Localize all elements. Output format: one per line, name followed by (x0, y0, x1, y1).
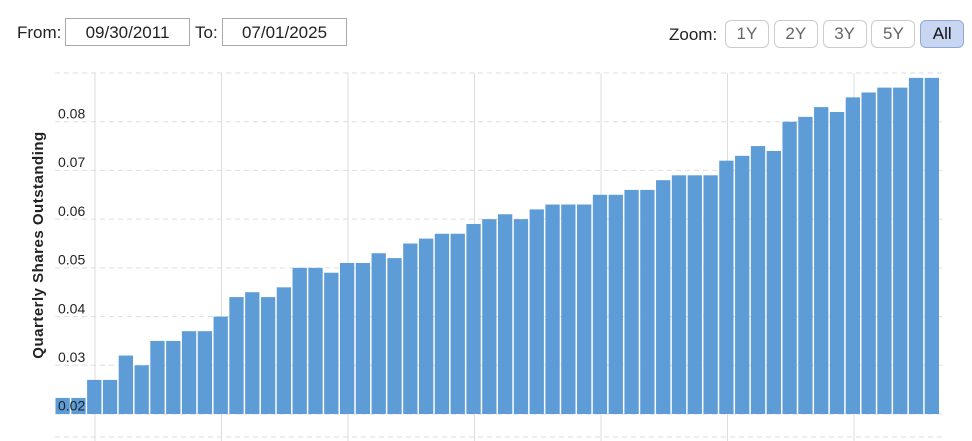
bar (213, 316, 228, 414)
bar (87, 379, 102, 414)
bar (924, 77, 939, 414)
bar (592, 194, 608, 414)
bar (260, 297, 276, 414)
y-tick-label: 0.04 (58, 300, 85, 316)
bar (245, 292, 260, 414)
bar (150, 340, 165, 414)
bar (577, 204, 592, 414)
bar (908, 77, 924, 414)
bar (197, 331, 213, 414)
bar (782, 121, 797, 414)
bar (166, 340, 181, 414)
bar (640, 189, 655, 414)
bar (561, 204, 576, 414)
zoom-button[interactable]: 5Y (871, 20, 916, 48)
bar (276, 287, 292, 414)
bar (671, 175, 687, 414)
bar (624, 189, 639, 414)
zoom-button[interactable]: 2Y (773, 20, 818, 48)
y-axis-title: Quarterly Shares Outstanding (30, 131, 47, 358)
bar (719, 160, 734, 414)
bar (829, 111, 845, 414)
y-tick-label: 0.08 (58, 105, 85, 121)
bar (403, 243, 418, 414)
bar (450, 233, 465, 414)
bar (703, 175, 718, 414)
to-date[interactable]: 07/01/2025 (222, 18, 347, 46)
bar (71, 397, 86, 414)
bar (845, 97, 860, 414)
bar (434, 233, 450, 414)
bar (308, 267, 323, 414)
bar (798, 116, 813, 414)
y-tick-label: 0.02 (58, 398, 85, 414)
bar (418, 238, 434, 414)
y-tick-label: 0.07 (58, 154, 85, 170)
zoom-button[interactable]: 1Y (725, 20, 769, 48)
zoom-button[interactable]: 3Y (822, 20, 867, 48)
bar (355, 262, 371, 414)
bar (229, 297, 244, 414)
bar (55, 397, 70, 414)
bar (861, 92, 876, 414)
bar (482, 219, 497, 414)
bar (687, 175, 702, 414)
bar (750, 146, 766, 415)
bar (387, 258, 402, 414)
bar (814, 107, 829, 414)
bar (498, 214, 513, 414)
bar (877, 87, 892, 414)
zoom-label: Zoom: (669, 25, 718, 44)
bar (371, 253, 386, 414)
bar (134, 365, 149, 414)
bar (102, 379, 118, 414)
to-label: To: (195, 23, 218, 42)
bar (766, 150, 781, 414)
from-date[interactable]: 09/30/2011 (65, 18, 190, 46)
from-label: From: (17, 23, 62, 42)
bar (339, 262, 355, 414)
bar (529, 209, 544, 414)
y-tick-label: 0.05 (58, 252, 85, 268)
bar (545, 204, 560, 414)
bar (656, 180, 671, 414)
zoom-button[interactable]: All (920, 20, 965, 48)
bar (608, 194, 623, 414)
y-tick-label: 0.03 (58, 349, 85, 365)
bar (466, 224, 481, 414)
bar (181, 331, 197, 414)
y-tick-label: 0.06 (58, 203, 85, 219)
bar (735, 155, 750, 415)
bar (893, 87, 908, 414)
bar (292, 267, 307, 414)
bar (324, 272, 339, 414)
bar (513, 219, 529, 414)
bar (118, 355, 134, 414)
